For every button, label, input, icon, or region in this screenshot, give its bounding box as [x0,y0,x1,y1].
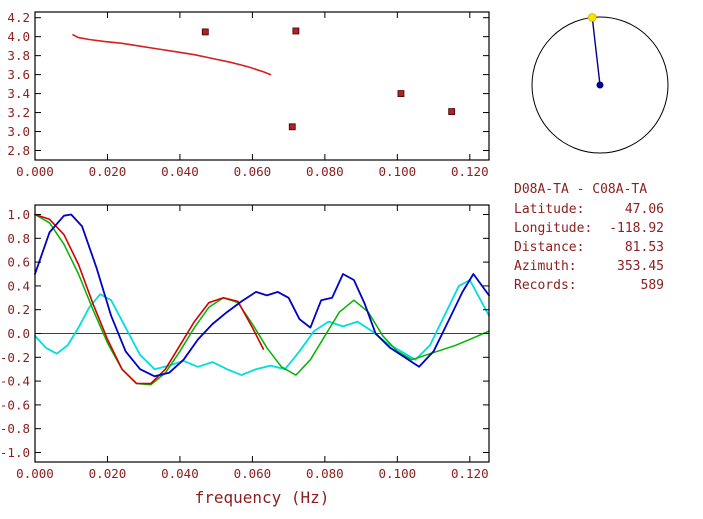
scatter-point [201,28,209,36]
scatter-point [288,123,296,131]
y-tick-label: 3.6 [7,67,30,82]
series-cyan [34,279,490,377]
plot-frame [34,11,490,161]
station-info-row: Latitude: 47.06 [514,200,664,219]
info-label: Latitude: [514,202,585,217]
station-info-rows: Latitude: 47.06 Longitude: -118.92 Distance:… [514,200,664,295]
dial-circle [531,16,669,154]
x-tick-label: 0.120 [451,466,489,481]
info-value: -118.92 [609,221,664,236]
x-tick-label: 0.060 [234,164,272,179]
y-tick-label: 3.4 [7,86,30,101]
y-tick-label: -0.6 [0,397,30,412]
azimuth-line [591,17,601,86]
x-tick-label: 0.040 [161,466,199,481]
station-info-row: Distance: 81.53 [514,238,664,257]
scatter-point [397,90,405,97]
y-tick-label: 4.0 [7,29,30,44]
y-tick-label: 3.8 [7,48,30,63]
x-tick-label: 0.080 [306,466,344,481]
x-tick-label: 0.020 [89,466,127,481]
info-label: Distance: [514,240,585,255]
series-dispersion-curve [72,33,272,76]
y-tick-label: -0.4 [0,374,30,389]
y-tick-label: 0.6 [7,255,30,270]
x-tick-label: 0.020 [89,164,127,179]
info-value: 47.06 [624,202,664,217]
station-dot [587,13,597,22]
y-tick-label: 3.2 [7,105,30,120]
info-value: 81.53 [624,240,664,255]
station-info: D08A-TA - C08A-TA Latitude: 47.06 Longitud… [514,180,664,295]
dispersion-chart: 0.000 0.020 0.040 0.060 0.080 0.100 0.120 4.2 4.… [7,10,490,179]
y-tick-label: -1.0 [0,445,30,460]
x-tick-label: 0.120 [451,164,489,179]
x-tick-label: 0.000 [16,164,54,179]
info-value: 353.45 [617,259,664,274]
station-info-row: Azimuth: 353.45 [514,257,664,276]
y-tick-label: 0.2 [7,302,30,317]
y-tick-label: 3.0 [7,124,30,139]
y-tick-label: 1.0 [7,207,30,222]
series-green [34,213,490,386]
series-blue [34,213,490,378]
y-tick-label: 0.8 [7,231,30,246]
station-info-row: Longitude: -118.92 [514,219,664,238]
scatter-point [292,27,300,35]
info-label: Longitude: [514,221,593,236]
x-tick-label: 0.040 [161,164,199,179]
station-info-row: Records: 589 [514,276,664,295]
center-dot [596,81,604,89]
info-label: Records: [514,278,577,293]
info-value: 589 [640,278,664,293]
waveform-chart: 0.000 0.020 0.040 0.060 0.080 0.100 0.120 1.0 0.… [0,204,490,507]
y-tick-label: -0.8 [0,421,30,436]
y-tick-label: 4.2 [7,10,30,25]
x-tick-label: 0.000 [16,466,54,481]
y-tick-label: 0.0 [7,326,30,341]
y-tick-label: -0.2 [0,350,30,365]
scatter-point [448,108,456,116]
y-tick-label: 2.8 [7,143,30,158]
station-pair-title: D08A-TA - C08A-TA [514,182,648,197]
x-axis-label: frequency (Hz) [195,488,330,507]
info-label: Azimuth: [514,259,577,274]
x-tick-label: 0.100 [379,164,417,179]
x-tick-label: 0.100 [379,466,417,481]
x-tick-label: 0.080 [306,164,344,179]
x-tick-label: 0.060 [234,466,272,481]
azimuth-dial [531,13,669,154]
y-tick-label: 0.4 [7,278,30,293]
series-red [34,213,265,385]
